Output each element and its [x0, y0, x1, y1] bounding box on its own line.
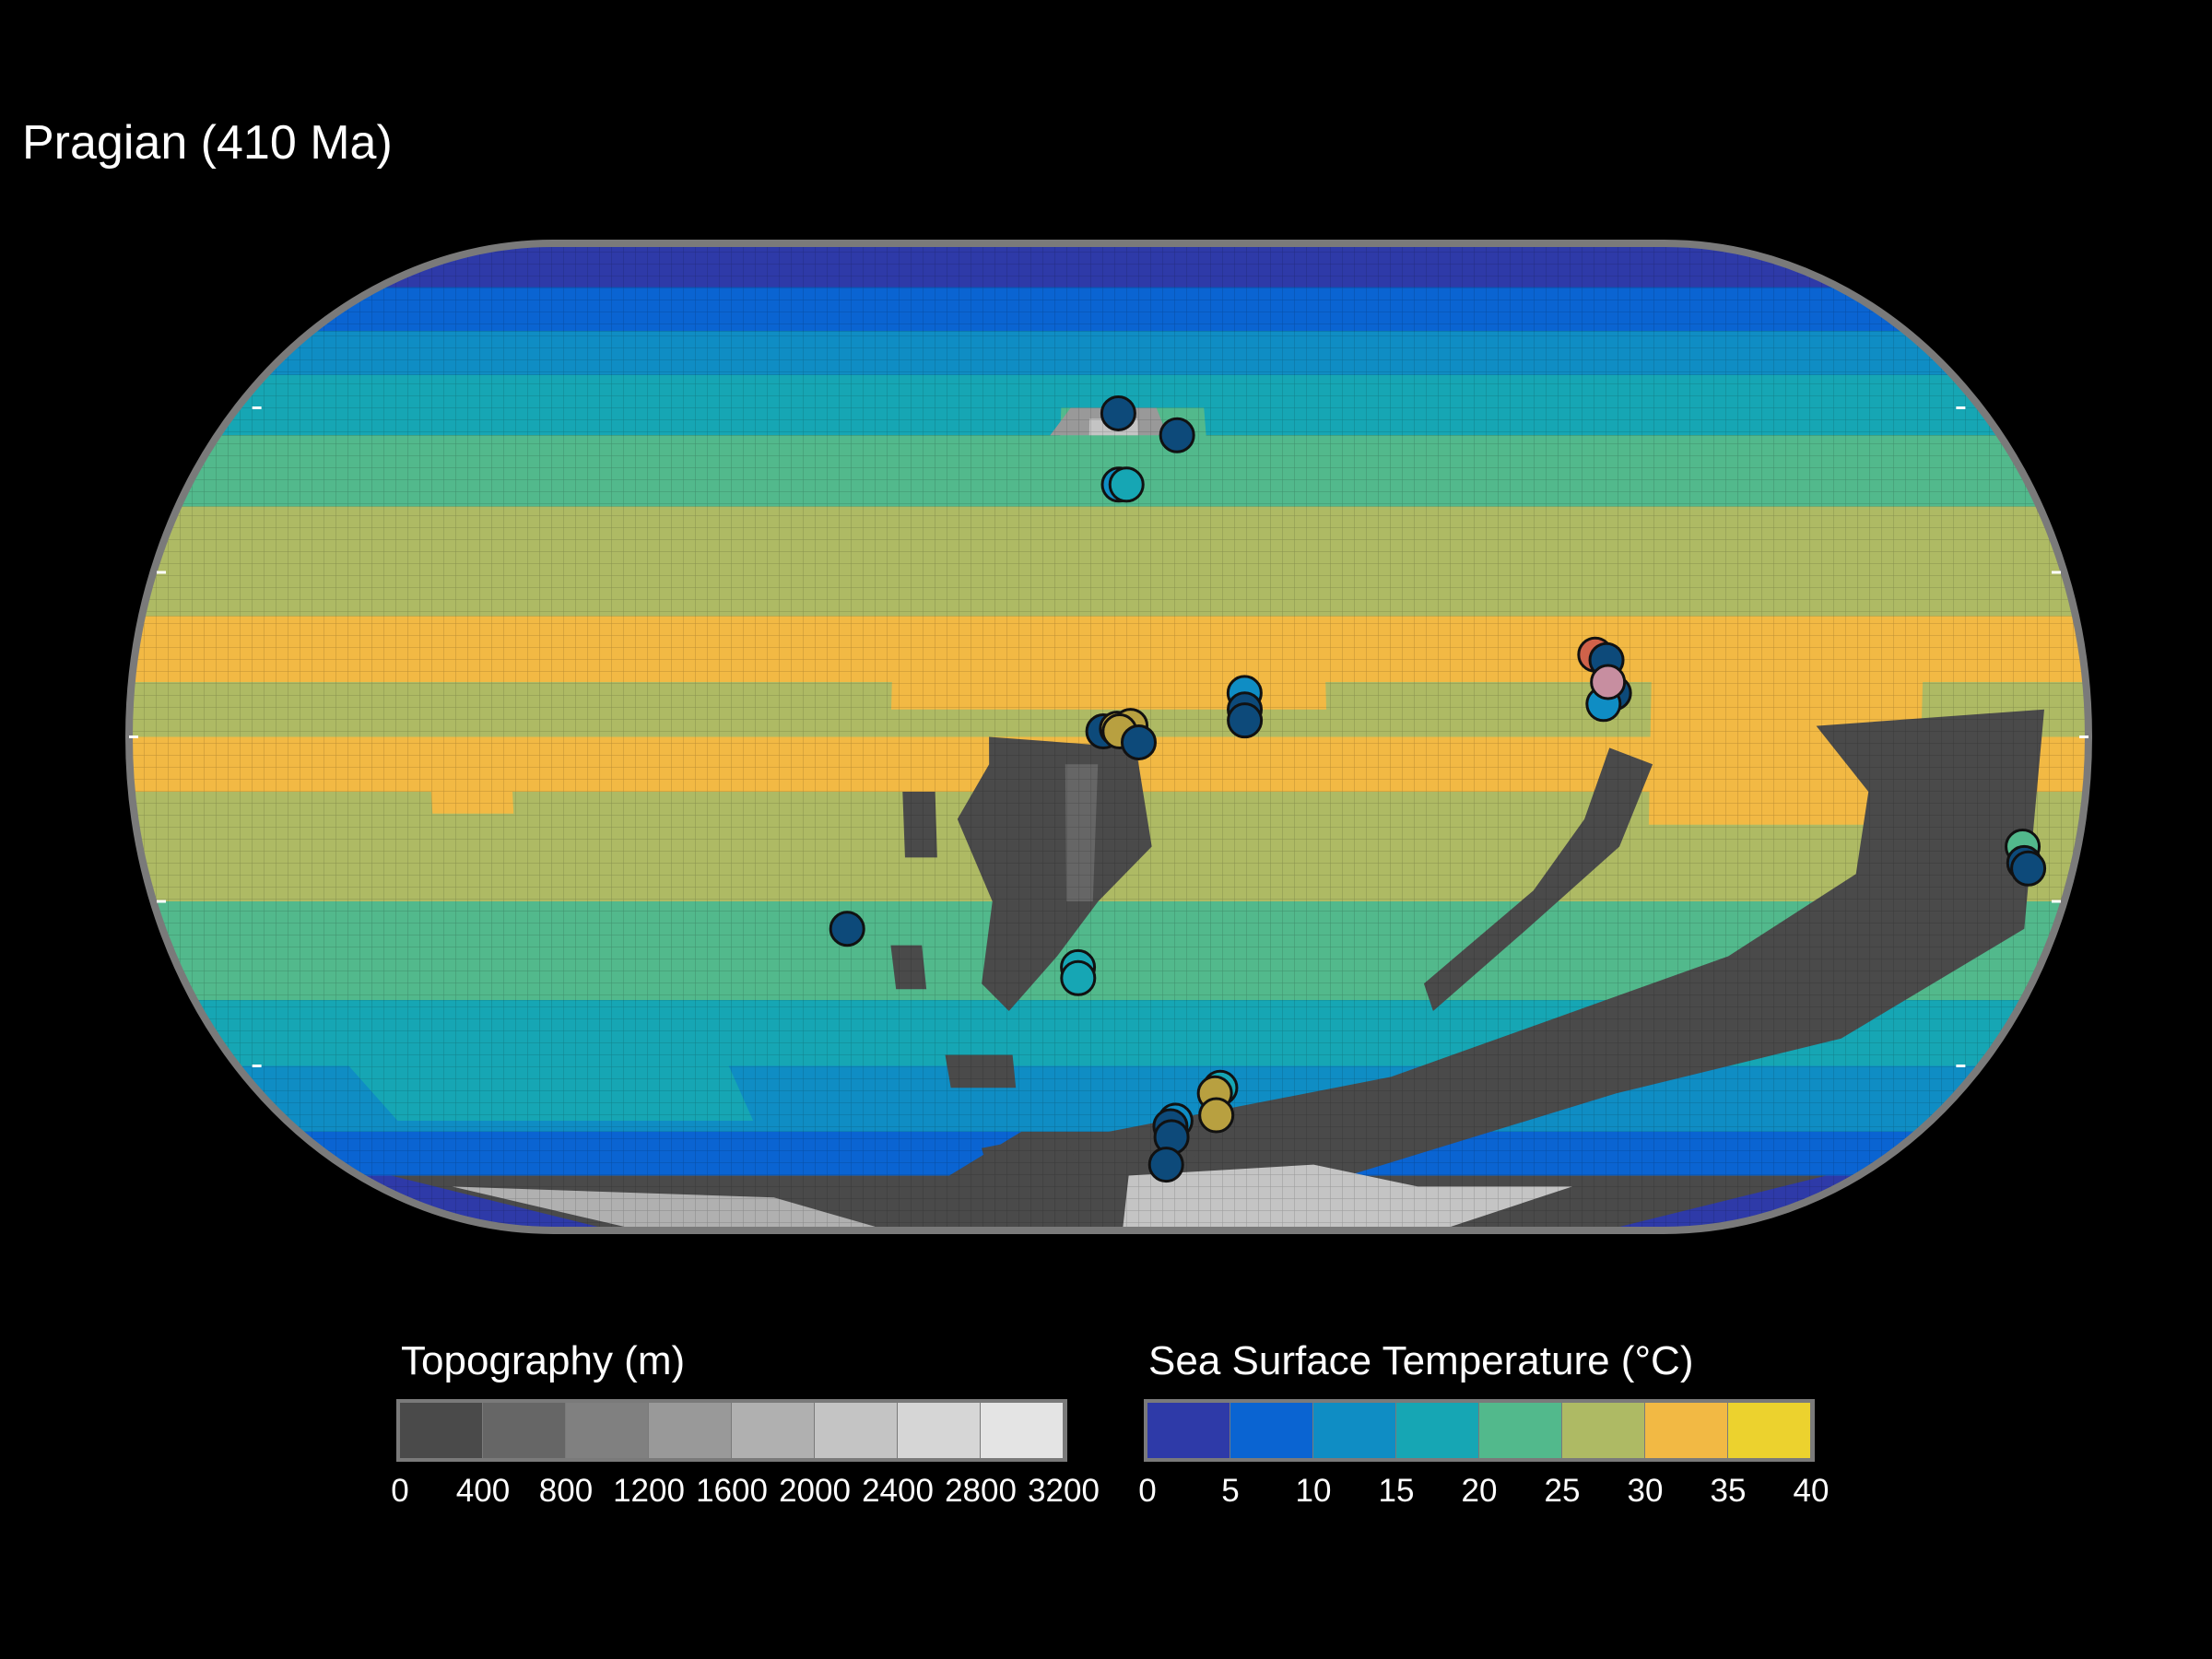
fossil-site-marker[interactable] [2010, 850, 2047, 887]
sst-swatch [1645, 1403, 1727, 1458]
topography-swatch [981, 1403, 1063, 1458]
fossil-site-marker[interactable] [1159, 417, 1195, 453]
topography-tick-label: 400 [455, 1473, 511, 1509]
fossil-site-marker[interactable] [1590, 664, 1627, 700]
sst-tick-label: 40 [1793, 1473, 1830, 1509]
sst-swatch [1147, 1403, 1230, 1458]
fossil-site-marker[interactable] [1198, 1097, 1235, 1134]
fossil-sites [829, 394, 2047, 1183]
sst-tick-label: 15 [1378, 1473, 1415, 1509]
topography-swatch [566, 1403, 648, 1458]
sst-swatch [1396, 1403, 1478, 1458]
topography-swatch [649, 1403, 731, 1458]
topography-legend-title: Topography (m) [401, 1338, 686, 1383]
topography-tick-label: 2400 [862, 1473, 934, 1509]
fossil-site-marker[interactable] [829, 911, 865, 947]
sst-tick-label: 0 [1138, 1473, 1157, 1509]
topography-tick-label: 0 [391, 1473, 409, 1509]
map-frame [125, 240, 2092, 1234]
topography-tick-label: 1200 [613, 1473, 685, 1509]
fossil-site-marker[interactable] [1060, 959, 1097, 996]
sst-tick-label: 20 [1461, 1473, 1498, 1509]
sst-swatch [1313, 1403, 1395, 1458]
sst-legend-title: Sea Surface Temperature (°C) [1148, 1338, 1694, 1383]
topography-tick-label: 1600 [696, 1473, 768, 1509]
sst-colorbar [1144, 1399, 1815, 1462]
map-title: Pragian (410 Ma) [22, 116, 393, 170]
topography-swatch [898, 1403, 980, 1458]
sst-swatch [1562, 1403, 1644, 1458]
sst-tick-label: 35 [1710, 1473, 1747, 1509]
topography-swatch [483, 1403, 565, 1458]
sst-swatch [1479, 1403, 1561, 1458]
topography-swatch [815, 1403, 897, 1458]
fossil-site-marker[interactable] [1108, 466, 1145, 503]
sst-swatch [1230, 1403, 1312, 1458]
sst-tick-label: 30 [1627, 1473, 1664, 1509]
topography-swatch [400, 1403, 482, 1458]
fossil-site-marker[interactable] [1147, 1147, 1184, 1183]
sst-swatch [1728, 1403, 1810, 1458]
sst-tick-label: 5 [1221, 1473, 1240, 1509]
topography-tick-label: 3200 [1028, 1473, 1100, 1509]
topography-colorbar [396, 1399, 1067, 1462]
sst-tick-label: 25 [1544, 1473, 1581, 1509]
fossil-site-marker[interactable] [1100, 394, 1136, 431]
topography-tick-label: 800 [538, 1473, 594, 1509]
fossil-site-marker[interactable] [1120, 724, 1157, 760]
sst-tick-label: 10 [1295, 1473, 1332, 1509]
fossil-site-marker[interactable] [1227, 702, 1264, 739]
topography-tick-label: 2000 [779, 1473, 851, 1509]
topography-tick-label: 2800 [945, 1473, 1017, 1509]
topography-swatch [732, 1403, 814, 1458]
